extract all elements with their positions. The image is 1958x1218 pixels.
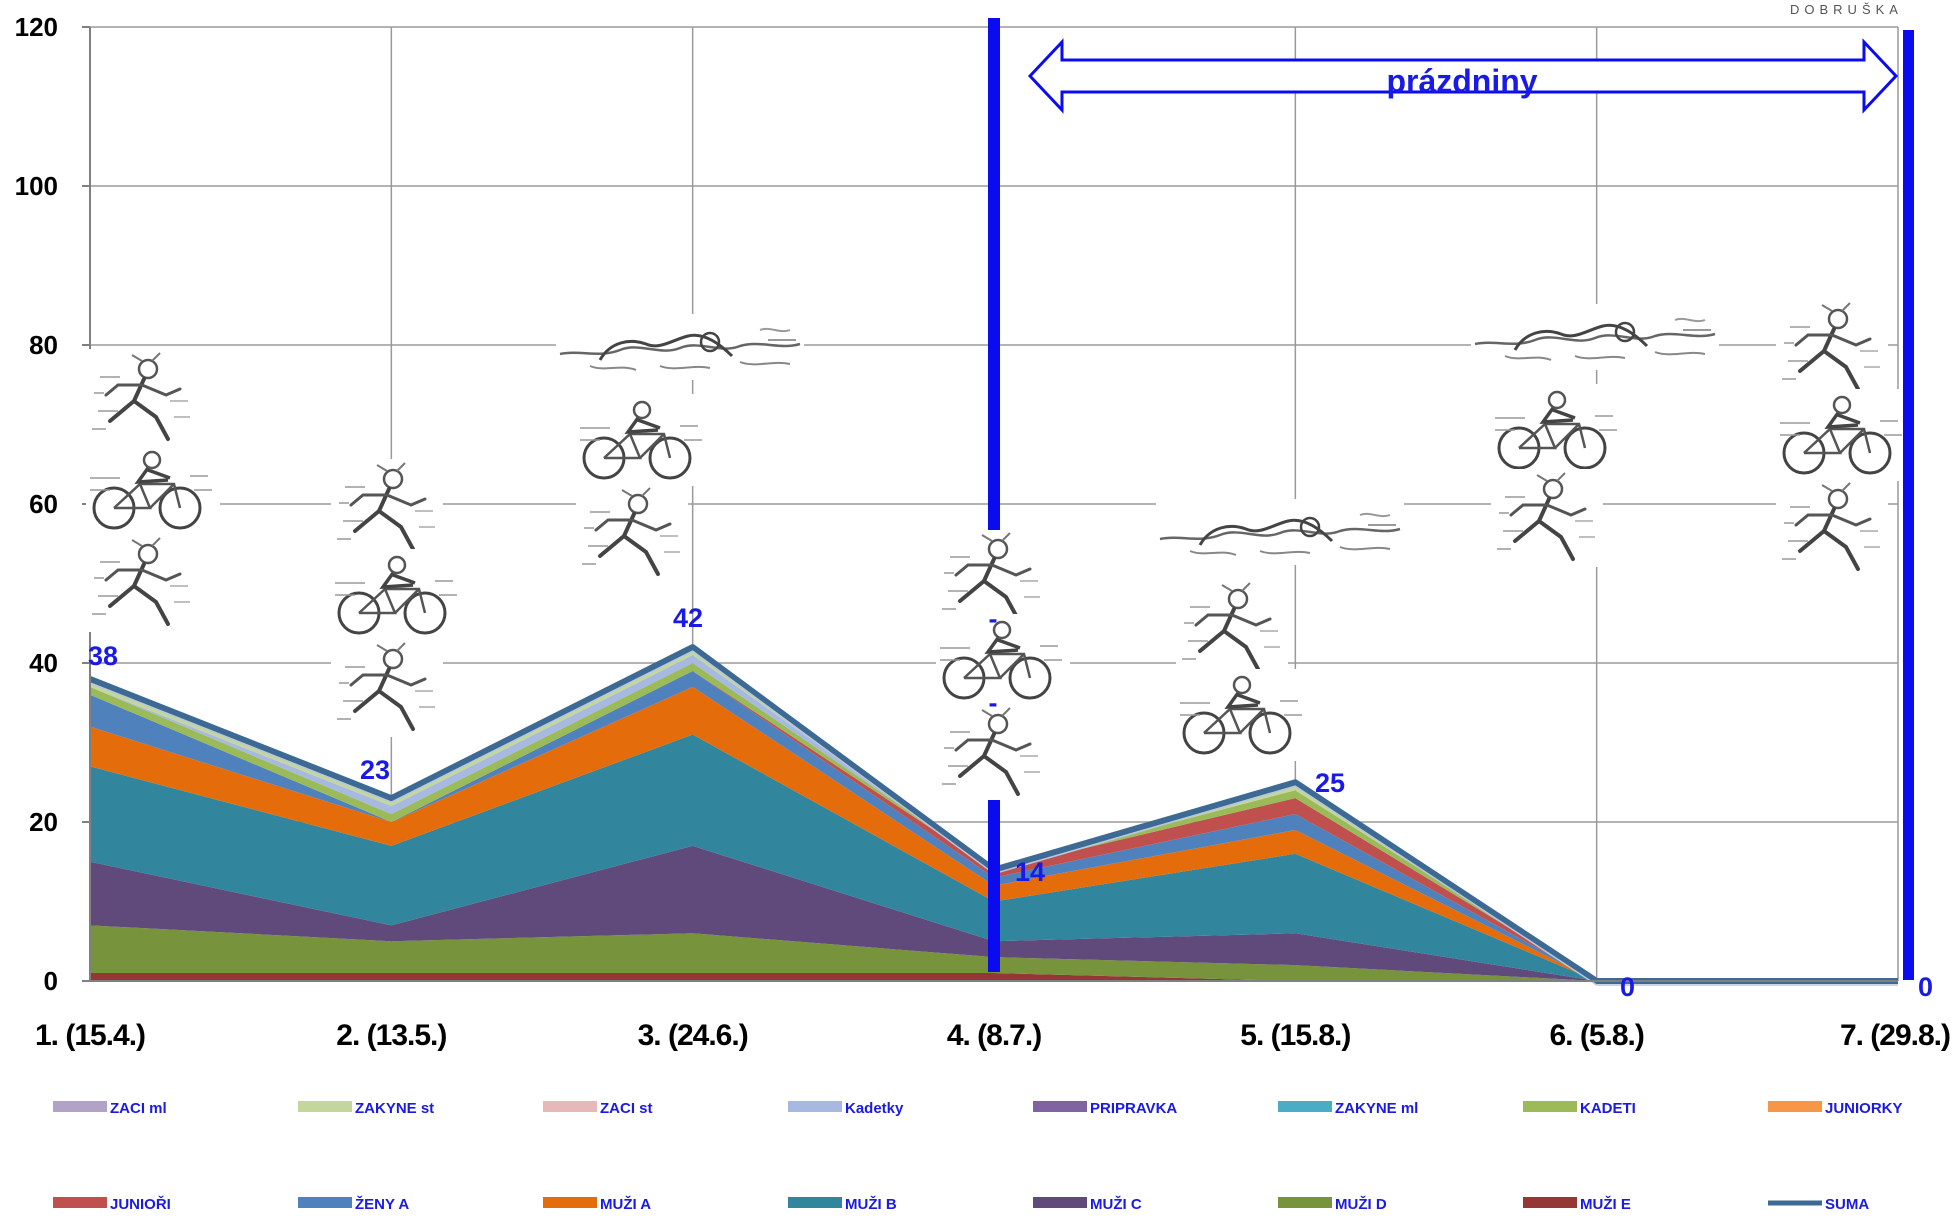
holiday-end-bar	[1903, 30, 1914, 980]
legend-swatch	[298, 1197, 352, 1208]
legend-swatch	[788, 1101, 842, 1112]
x-tick-label: 2. (13.5.)	[336, 1019, 446, 1052]
legend-swatch	[1278, 1197, 1332, 1208]
legend-swatch	[298, 1101, 352, 1112]
legend-label: ZACI ml	[110, 1100, 167, 1117]
legend-swatch	[543, 1197, 597, 1208]
x-tick-label: 4. (8.7.)	[947, 1019, 1041, 1052]
x-tick-label: 7. (29.8.)	[1840, 1019, 1950, 1052]
dash-mark: -	[989, 604, 998, 634]
y-tick-label: 0	[44, 966, 58, 996]
legend-label: ŽENY A	[355, 1195, 409, 1213]
legend-label: KADETI	[1580, 1100, 1636, 1117]
holiday-start-bar-lower	[988, 800, 1000, 972]
y-tick-label: 80	[29, 330, 58, 360]
legend-label: SUMA	[1825, 1196, 1869, 1213]
x-tick-label: 3. (24.6.)	[638, 1019, 748, 1052]
legend-swatch	[1278, 1101, 1332, 1112]
y-tick-label: 100	[15, 171, 58, 201]
legend-label: ZACI st	[600, 1100, 653, 1117]
legend-swatch	[53, 1101, 107, 1112]
y-tick-label: 40	[29, 648, 58, 678]
legend-swatch	[1768, 1101, 1822, 1112]
data-label: 0	[1620, 972, 1635, 1002]
legend-label: ZAKYNE st	[355, 1100, 434, 1117]
legend-swatch	[1523, 1197, 1577, 1208]
data-label: 42	[673, 603, 703, 633]
data-label: 25	[1315, 768, 1345, 798]
data-label: 38	[88, 641, 118, 671]
legend: ZACI ml ZAKYNE st ZACI st Kadetky PRIPRAVKA Z…	[53, 1100, 1903, 1213]
y-tick-label: 60	[29, 489, 58, 519]
data-label: 14	[1015, 857, 1045, 887]
legend-label: Kadetky	[845, 1100, 904, 1117]
legend-swatch	[53, 1197, 107, 1208]
logo-text: DOBRUŠKA	[1790, 2, 1903, 17]
legend-label: MUŽI B	[845, 1195, 897, 1213]
legend-label: MUŽI E	[1580, 1195, 1631, 1213]
legend-swatch	[788, 1197, 842, 1208]
holiday-start-bar	[988, 18, 1000, 530]
data-label: 0	[1918, 972, 1933, 1002]
legend-label: MUŽI D	[1335, 1195, 1387, 1213]
dash-mark: -	[989, 688, 998, 718]
y-tick-label: 120	[15, 12, 58, 42]
legend-swatch	[1523, 1101, 1577, 1112]
holiday-banner-text: prázdniny	[1386, 63, 1537, 99]
legend-label: MUŽI A	[600, 1195, 651, 1213]
legend-label: PRIPRAVKA	[1090, 1100, 1177, 1117]
legend-label: MUŽI C	[1090, 1195, 1142, 1213]
legend-label: ZAKYNE ml	[1335, 1100, 1418, 1117]
legend-swatch	[543, 1101, 597, 1112]
x-tick-label: 1. (15.4.)	[35, 1019, 145, 1052]
legend-label: JUNIORKY	[1825, 1100, 1903, 1117]
legend-swatch	[1033, 1101, 1087, 1112]
x-tick-label: 6. (5.8.)	[1549, 1019, 1643, 1052]
data-label: 23	[360, 755, 390, 785]
legend-swatch	[1033, 1197, 1087, 1208]
x-tick-label: 5. (15.8.)	[1240, 1019, 1350, 1052]
legend-label: JUNIOŘI	[110, 1195, 171, 1213]
y-tick-label: 20	[29, 807, 58, 837]
